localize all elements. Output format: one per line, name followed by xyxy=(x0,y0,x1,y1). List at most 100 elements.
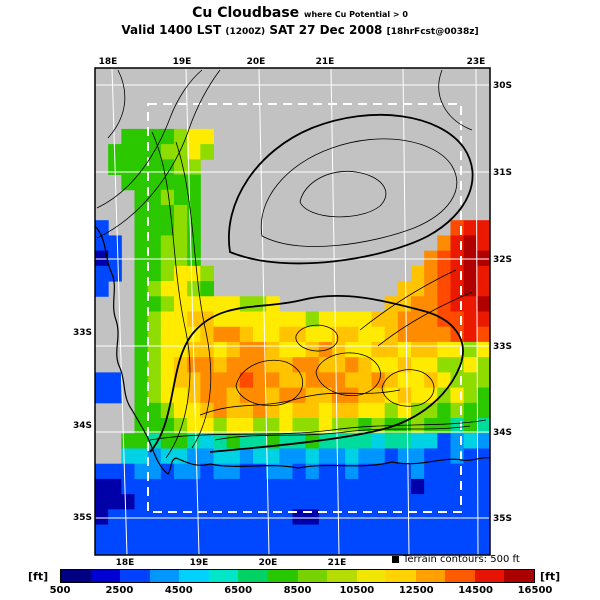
colorbar-tick-label: 8500 xyxy=(283,585,312,596)
heatmap-cell xyxy=(174,372,188,389)
heatmap-cell xyxy=(134,296,149,312)
colorbar-segment xyxy=(474,570,505,582)
heatmap-cell xyxy=(147,326,162,343)
heatmap-cell xyxy=(279,509,293,526)
heatmap-cell xyxy=(160,296,175,312)
heatmap-cell xyxy=(292,509,307,526)
terrain-contour xyxy=(175,141,212,449)
heatmap-cell xyxy=(213,418,228,434)
heatmap-cell xyxy=(279,357,293,373)
left-axis-label: 34S xyxy=(73,421,92,431)
heatmap-cell xyxy=(345,402,359,419)
heatmap-cell xyxy=(279,463,293,480)
heatmap-cell xyxy=(450,235,465,252)
heatmap-cell xyxy=(397,387,412,404)
heatmap-cell xyxy=(345,509,359,526)
heatmap-cell xyxy=(424,494,438,510)
heatmap-cell xyxy=(239,341,254,358)
heatmap-cell xyxy=(397,448,412,465)
heatmap-cell xyxy=(121,128,135,145)
heatmap-cell xyxy=(292,402,307,419)
heatmap-cell xyxy=(213,326,228,343)
heatmap-cell xyxy=(200,448,214,465)
heatmap-cell xyxy=(200,494,214,510)
heatmap-cell xyxy=(187,144,201,160)
heatmap-cell xyxy=(292,478,307,495)
heatmap-cell xyxy=(147,509,162,526)
heatmap-cell xyxy=(411,265,425,282)
heatmap-cell xyxy=(160,418,175,434)
heatmap-cell xyxy=(187,326,201,343)
heatmap-cell xyxy=(160,402,175,419)
heatmap-cell xyxy=(147,189,162,206)
heatmap-cell xyxy=(239,463,254,480)
heatmap-cell xyxy=(266,448,280,465)
heatmap-cell xyxy=(147,357,162,373)
heatmap-cell xyxy=(266,539,280,556)
heatmap-cell xyxy=(239,539,254,556)
heatmap-cell xyxy=(147,524,162,541)
heatmap-cell xyxy=(95,220,109,236)
heatmap-cell xyxy=(318,494,333,510)
heatmap-cell xyxy=(134,539,149,556)
heatmap-cell xyxy=(384,494,399,510)
heatmap-cell xyxy=(266,372,280,389)
heatmap-cell xyxy=(95,524,109,541)
heatmap-cell xyxy=(200,372,214,389)
heatmap-cell xyxy=(134,341,149,358)
heatmap-cell xyxy=(160,220,175,236)
heatmap-cell xyxy=(174,494,188,510)
heatmap-cell xyxy=(134,478,149,495)
colorbar-segment xyxy=(238,570,268,582)
heatmap-cell xyxy=(134,204,149,221)
heatmap-cell xyxy=(147,204,162,221)
heatmap-cell xyxy=(411,509,425,526)
heatmap-cell xyxy=(437,250,451,267)
heatmap-cell xyxy=(200,144,214,160)
heatmap-cell xyxy=(450,448,465,465)
heatmap-cell xyxy=(292,387,307,404)
heatmap-cell xyxy=(463,524,478,541)
heatmap-cell xyxy=(476,448,491,465)
heatmap-cell xyxy=(134,509,149,526)
heatmap-cell xyxy=(279,448,293,465)
heatmap-cell xyxy=(253,433,267,449)
heatmap-cell xyxy=(147,174,162,191)
heatmap-cell xyxy=(424,341,438,358)
heatmap-cell xyxy=(239,357,254,373)
heatmap-cell xyxy=(318,448,333,465)
heatmap-cell xyxy=(134,174,149,191)
heatmap-cell xyxy=(424,265,438,282)
heatmap-cell xyxy=(463,326,478,343)
heatmap-cell xyxy=(147,281,162,297)
heatmap-cell xyxy=(450,463,465,480)
heatmap-cell xyxy=(121,494,135,510)
colorbar-segment xyxy=(120,570,150,582)
colorbar-segment xyxy=(356,570,387,582)
heatmap-cell xyxy=(463,296,478,312)
heatmap-cell xyxy=(437,235,451,252)
heatmap-cell xyxy=(200,524,214,541)
colorbar-tick-label: 14500 xyxy=(458,585,494,596)
heatmap-cell xyxy=(450,418,465,434)
heatmap-cell xyxy=(292,463,307,480)
heatmap-cell xyxy=(371,372,386,389)
terrain-contour xyxy=(295,324,339,352)
heatmap-cell xyxy=(108,372,122,389)
heatmap-cell xyxy=(279,341,293,358)
heatmap-cell xyxy=(397,357,412,373)
heatmap-cell xyxy=(332,478,346,495)
heatmap-cell xyxy=(266,494,280,510)
heatmap-cell xyxy=(450,494,465,510)
heatmap-cell xyxy=(437,296,451,312)
bottom-axis-label: 21E xyxy=(328,558,347,568)
heatmap-cell xyxy=(95,494,109,510)
heatmap-cell xyxy=(239,372,254,389)
heatmap-cell xyxy=(213,433,228,449)
heatmap-cell xyxy=(305,524,320,541)
heatmap-cell xyxy=(292,326,307,343)
heatmap-cell xyxy=(411,357,425,373)
heatmap-cell xyxy=(424,524,438,541)
heatmap-cell xyxy=(345,478,359,495)
